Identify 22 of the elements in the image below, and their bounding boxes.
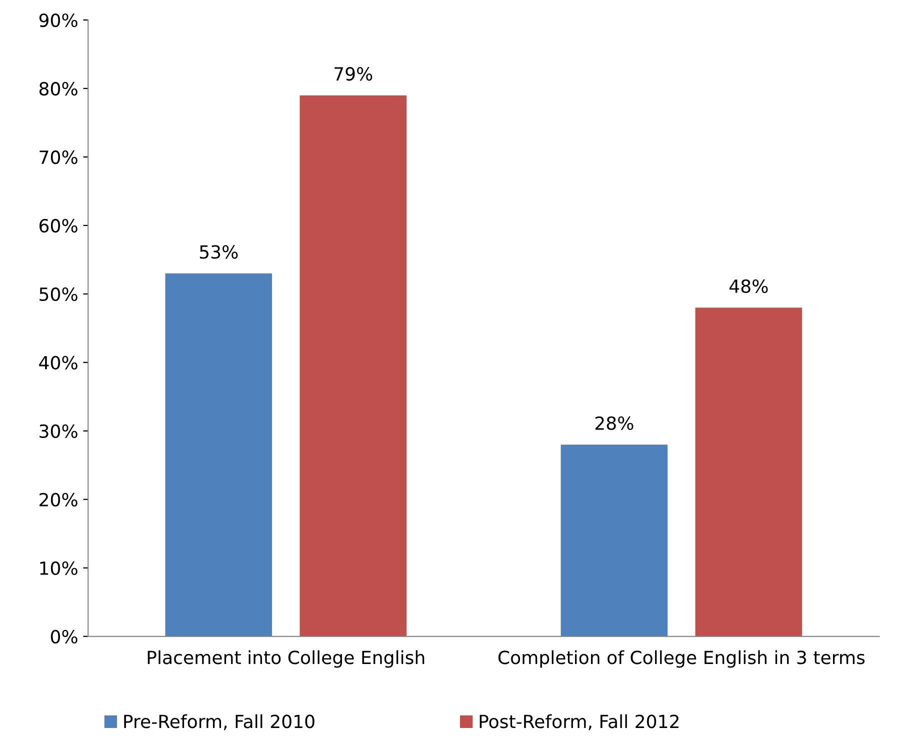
y-tick-label: 60% [40,218,78,233]
bar [300,95,407,636]
x-tick-label: Placement into College English [148,650,424,668]
data-label: 28% [595,416,634,430]
y-tick-label: 50% [40,287,78,302]
data-label: 53% [200,245,238,259]
legend-label: Post-Reform, Fall 2012 [480,714,678,730]
data-label: 48% [730,279,768,294]
y-tick-label: 70% [40,150,78,164]
y-tick-label: 90% [39,13,78,28]
legend-label: Pre-Reform, Fall 2010 [124,714,314,730]
y-tick-label: 30% [40,424,78,438]
y-tick-label: 10% [40,561,78,576]
bar [560,444,668,636]
x-tick-label: Completion of College English in 3 terms [498,650,865,668]
y-tick-label: 20% [40,492,78,507]
y-tick-label: 0% [50,630,78,644]
y-tick-label: 80% [39,82,78,96]
bar [165,273,272,636]
data-label: 79% [334,67,372,81]
y-tick-label: 40% [39,356,78,370]
bar [695,308,802,636]
